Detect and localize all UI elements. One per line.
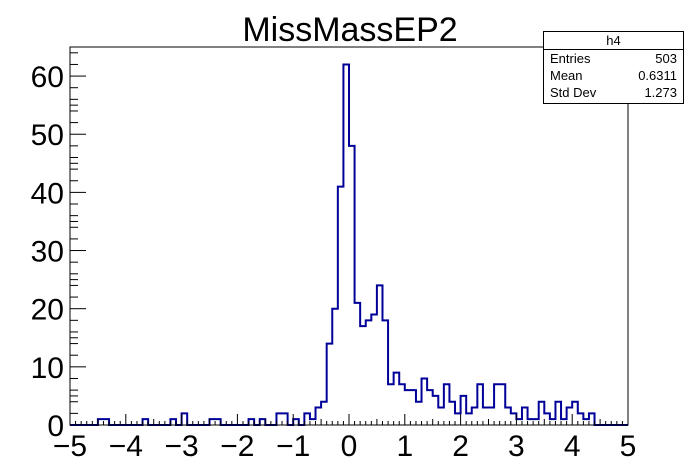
y-tick-label: 20 bbox=[31, 294, 64, 327]
histogram-bin bbox=[360, 326, 366, 425]
stats-row-stddev: Std Dev 1.273 bbox=[544, 84, 683, 101]
x-tick-label: −3 bbox=[164, 430, 198, 463]
stats-value: 0.6311 bbox=[638, 68, 677, 83]
histogram-bin bbox=[455, 413, 461, 425]
stats-label: Mean bbox=[550, 68, 583, 83]
y-tick-label: 40 bbox=[31, 177, 64, 210]
x-tick-label: 1 bbox=[396, 430, 413, 463]
histogram-bin bbox=[366, 320, 372, 425]
histogram-bin bbox=[489, 408, 495, 425]
stats-label: Std Dev bbox=[550, 85, 597, 100]
x-tick-label: 4 bbox=[564, 430, 581, 463]
x-tick-label: 0 bbox=[341, 430, 358, 463]
x-tick-label: 2 bbox=[452, 430, 469, 463]
histogram-bin bbox=[483, 408, 489, 425]
y-tick-label: 50 bbox=[31, 119, 64, 152]
x-tick-label: −4 bbox=[109, 430, 143, 463]
histogram-bars bbox=[98, 64, 595, 425]
y-tick-label: 0 bbox=[47, 410, 64, 443]
stats-row-mean: Mean 0.6311 bbox=[544, 67, 683, 84]
y-tick-label: 10 bbox=[31, 352, 64, 385]
chart-title: MissMassEP2 bbox=[242, 11, 457, 49]
histogram-bin bbox=[388, 384, 394, 425]
histogram-outline bbox=[70, 63, 628, 426]
x-tick-label: 5 bbox=[620, 430, 637, 463]
x-tick-label: −5 bbox=[53, 430, 87, 463]
stats-label: Entries bbox=[550, 51, 591, 66]
histogram-bin bbox=[438, 408, 444, 425]
histogram-bin bbox=[416, 402, 422, 425]
stats-box: h4 Entries 503 Mean 0.6311 Std Dev 1.273 bbox=[543, 31, 684, 104]
stats-box-title: h4 bbox=[544, 32, 683, 50]
x-axis: −5 −4 −3 −2 −1 0 1 2 3 4 5 bbox=[53, 414, 636, 463]
y-axis: 0 10 20 30 40 50 60 bbox=[31, 46, 86, 443]
histogram-bin bbox=[466, 413, 472, 425]
stats-row-entries: Entries 503 bbox=[544, 50, 683, 67]
stats-value: 503 bbox=[655, 51, 677, 66]
stats-value: 1.273 bbox=[644, 85, 677, 100]
y-tick-label: 30 bbox=[31, 236, 64, 269]
histogram-bin bbox=[371, 315, 377, 425]
x-tick-label: 3 bbox=[508, 430, 525, 463]
y-tick-label: 60 bbox=[31, 61, 64, 94]
histogram-bin bbox=[405, 390, 411, 425]
x-tick-label: −2 bbox=[220, 430, 254, 463]
x-tick-label: −1 bbox=[276, 430, 310, 463]
